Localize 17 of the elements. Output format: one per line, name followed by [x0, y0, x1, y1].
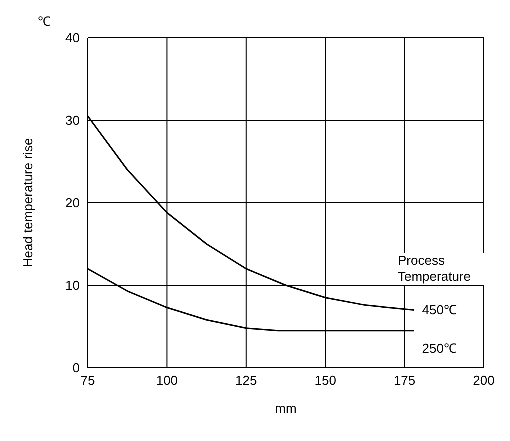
series-label: 450℃ [422, 302, 458, 318]
y-tick-label: 10 [66, 278, 80, 294]
series-label: 250℃ [422, 340, 458, 356]
y-axis-title: Head temperature rise [20, 138, 36, 268]
legend-title: Process Temperature [396, 253, 486, 285]
x-axis-title: mm [275, 401, 297, 416]
x-tick-label: 125 [236, 373, 258, 388]
x-tick-label: 100 [156, 373, 178, 388]
x-tick-label: 75 [80, 373, 96, 388]
y-tick-label: 0 [72, 360, 80, 376]
y-tick-label: 30 [66, 113, 80, 128]
text: ℃ [38, 13, 51, 30]
y-tick-label: 40 [66, 30, 80, 46]
x-tick-label: 200 [473, 373, 495, 388]
x-tick-label: 150 [314, 373, 336, 388]
y-tick-label: 20 [66, 196, 80, 211]
x-tick-label: 175 [394, 373, 416, 388]
